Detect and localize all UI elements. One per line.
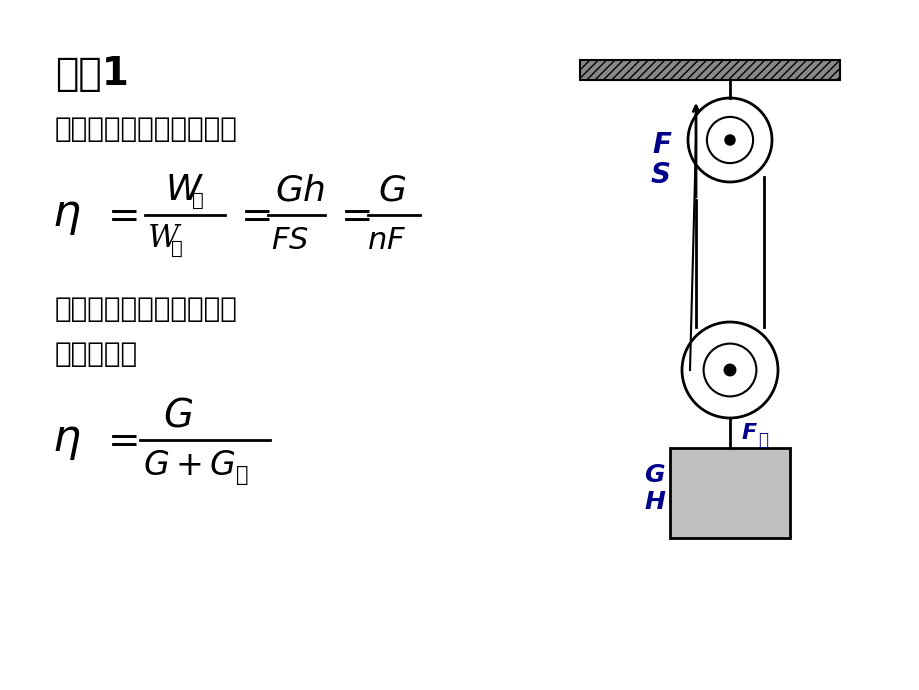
Text: 若不计绳重及轴的摩擦，: 若不计绳重及轴的摩擦，	[55, 295, 238, 323]
Text: $=$: $=$	[100, 421, 138, 459]
Circle shape	[723, 364, 735, 376]
Text: $=$: $=$	[333, 196, 370, 234]
Text: $=$: $=$	[100, 196, 138, 234]
Text: 进一步有：: 进一步有：	[55, 340, 138, 368]
Text: 模型1: 模型1	[55, 55, 129, 93]
Text: $G + G$: $G + G$	[142, 448, 236, 482]
Text: F: F	[652, 131, 670, 159]
Text: $Gh$: $Gh$	[275, 173, 325, 207]
Text: $\eta$: $\eta$	[52, 193, 81, 237]
Text: $G$: $G$	[378, 173, 406, 207]
Text: $=$: $=$	[233, 196, 271, 234]
Text: $W$: $W$	[165, 173, 204, 207]
Bar	[579, 60, 839, 80]
Text: S: S	[651, 161, 670, 189]
Text: 在空气中提升重物，有：: 在空气中提升重物，有：	[55, 115, 238, 143]
Text: 有: 有	[192, 190, 203, 210]
Text: 钩: 钩	[757, 431, 767, 449]
Text: $G$: $G$	[163, 396, 193, 434]
Text: H: H	[643, 490, 664, 514]
Text: 动: 动	[236, 465, 248, 485]
Bar	[669, 448, 789, 538]
Text: G: G	[644, 463, 664, 487]
Text: W: W	[148, 222, 179, 253]
Text: 总: 总	[171, 239, 183, 257]
Text: $nF$: $nF$	[367, 226, 406, 255]
Text: $FS$: $FS$	[271, 226, 309, 255]
Text: F: F	[742, 423, 756, 443]
Text: $\eta$: $\eta$	[52, 419, 81, 462]
Circle shape	[724, 135, 734, 145]
